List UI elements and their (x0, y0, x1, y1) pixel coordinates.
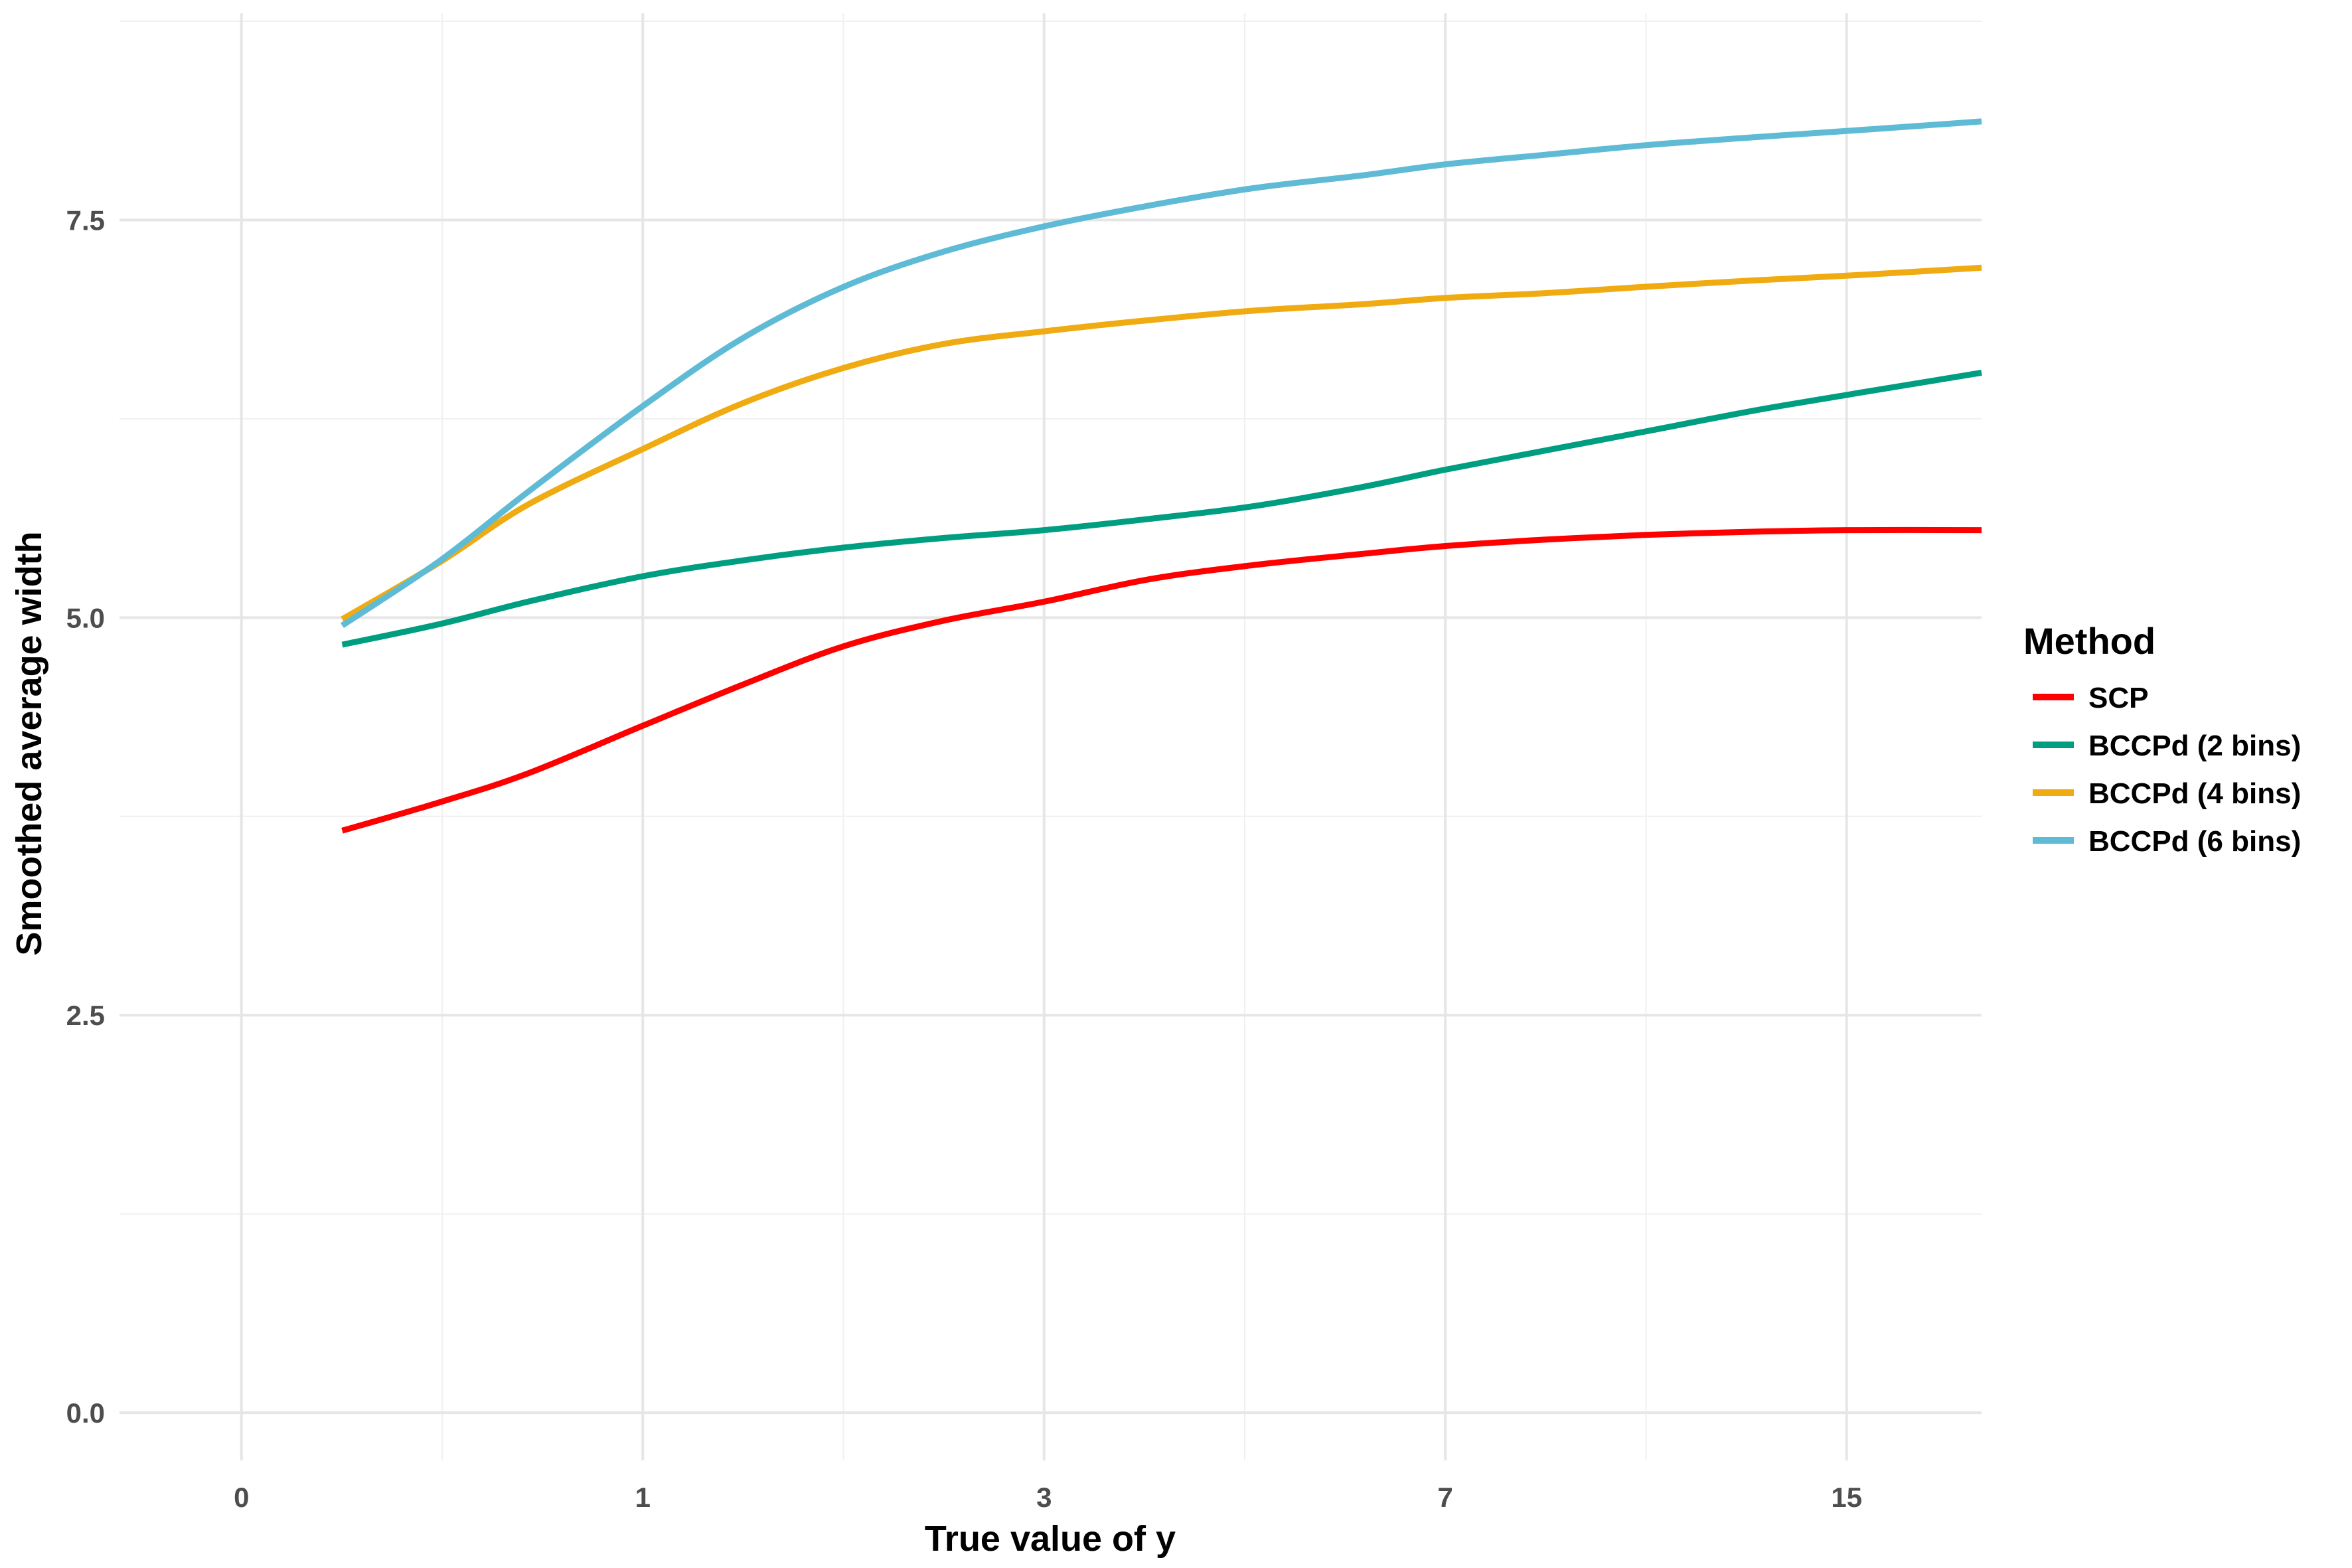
legend-item-bccpd-6-bins: BCCPd (6 bins) (2033, 825, 2301, 858)
y-tick-label: 2.5 (66, 1000, 105, 1031)
x-tick-label: 7 (1438, 1482, 1453, 1513)
x-axis-title: True value of y (925, 1519, 1176, 1559)
legend-items: SCP BCCPd (2 bins) BCCPd (4 bins) BCCPd (6 … (2033, 682, 2301, 858)
x-tick-label: 0 (234, 1482, 249, 1513)
legend-item-bccpd-4-bins: BCCPd (4 bins) (2033, 777, 2301, 810)
y-tick-label: 0.0 (66, 1397, 105, 1429)
series-lines (341, 118, 1982, 834)
legend: Method SCP BCCPd (2 bins) BCCPd (4 bins) BC… (2023, 620, 2301, 858)
legend-label: BCCPd (4 bins) (2088, 777, 2301, 810)
minor-gridlines (119, 13, 1982, 1460)
legend-item-bccpd-2-bins: BCCPd (2 bins) (2033, 730, 2301, 762)
y-tick-label: 7.5 (66, 204, 105, 236)
legend-label: BCCPd (6 bins) (2088, 825, 2301, 858)
major-gridlines (119, 13, 1982, 1460)
y-axis-ticks: 0.0 2.5 5.0 7.5 (66, 204, 105, 1429)
series-line-bccpd-6-bins (341, 118, 1982, 629)
legend-item-scp: SCP (2033, 682, 2148, 714)
x-tick-label: 1 (635, 1482, 651, 1513)
series-line-scp (341, 526, 1982, 834)
x-tick-label: 15 (1831, 1482, 1862, 1513)
y-tick-label: 5.0 (66, 602, 105, 633)
legend-label: SCP (2088, 682, 2148, 714)
series-line-bccpd-2-bins (341, 369, 1982, 648)
legend-title: Method (2023, 620, 2156, 662)
legend-label: BCCPd (2 bins) (2088, 730, 2301, 762)
series-line-bccpd-4-bins (341, 264, 1982, 622)
y-axis-title: Smoothed average width (9, 531, 49, 955)
x-tick-label: 3 (1036, 1482, 1052, 1513)
x-axis-ticks: 0 1 3 7 15 (234, 1482, 1862, 1513)
